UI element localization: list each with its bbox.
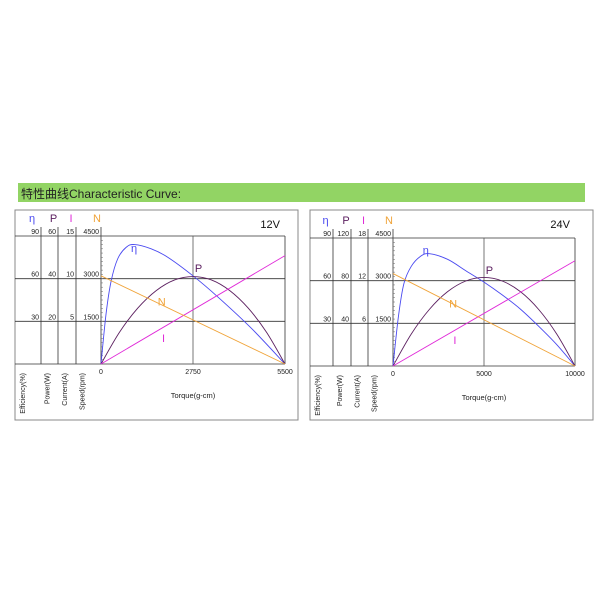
axis-symbol-N: N xyxy=(385,215,393,227)
x-tick-label: 0 xyxy=(99,369,103,376)
y-tick-label: 15 xyxy=(66,229,74,236)
y-tick-label: 3000 xyxy=(375,274,391,281)
y-tick-label: 120 xyxy=(337,231,349,238)
series-line-P xyxy=(392,277,576,367)
y-tick-label: 60 xyxy=(31,272,39,279)
axis-label: Efficiency(%) xyxy=(20,373,27,414)
voltage-label: 24V xyxy=(550,219,570,231)
series-label-N: N xyxy=(158,297,166,309)
x-tick-label: 0 xyxy=(391,371,395,378)
axis-label: Power(W) xyxy=(337,375,344,406)
series-label-I: I xyxy=(162,333,165,345)
series-line-I xyxy=(392,260,576,367)
axis-label: Speed(rpm) xyxy=(80,373,87,410)
series-line-P xyxy=(100,276,286,365)
y-tick-label: 10 xyxy=(66,272,74,279)
x-tick-label: 5500 xyxy=(277,369,293,376)
y-tick-label: 30 xyxy=(31,314,39,321)
y-tick-label: 5 xyxy=(70,314,74,321)
y-tick-label: 40 xyxy=(48,272,56,279)
axis-label: Current(A) xyxy=(355,375,362,408)
y-tick-label: 80 xyxy=(341,274,349,281)
y-tick-label: 60 xyxy=(48,229,56,236)
series-label-I: I xyxy=(453,335,456,347)
y-tick-label: 4500 xyxy=(83,229,99,236)
x-axis-label: Torque(g-cm) xyxy=(171,391,216,400)
voltage-label: 12V xyxy=(260,219,280,231)
series-label-P: P xyxy=(486,265,493,277)
section-header: 特性曲线Characteristic Curve: xyxy=(18,183,585,202)
chart-12V: η 30 60 90 Efficiency(%) P 20 40 60 Power(W) I 5 10 1… xyxy=(14,209,299,421)
axis-label: Speed(rpm) xyxy=(372,375,379,412)
axis-symbol-I: I xyxy=(69,213,72,225)
axis-symbol-η: η xyxy=(29,213,35,225)
y-tick-label: 12 xyxy=(358,274,366,281)
series-label-η: η xyxy=(423,245,429,257)
y-tick-label: 30 xyxy=(323,316,331,323)
axis-symbol-P: P xyxy=(50,213,57,225)
y-tick-label: 4500 xyxy=(375,231,391,238)
axis-symbol-P: P xyxy=(342,215,349,227)
series-line-I xyxy=(100,255,286,365)
y-tick-label: 1500 xyxy=(375,316,391,323)
section-title: 特性曲线Characteristic Curve: xyxy=(21,187,182,201)
axis-symbol-I: I xyxy=(362,215,365,227)
series-line-N xyxy=(392,273,576,367)
series-line-N xyxy=(100,275,286,365)
axis-label: Current(A) xyxy=(62,373,69,406)
y-tick-label: 18 xyxy=(358,231,366,238)
series-label-N: N xyxy=(449,299,457,311)
axis-symbol-N: N xyxy=(93,213,101,225)
y-tick-label: 60 xyxy=(323,274,331,281)
y-tick-label: 90 xyxy=(323,231,331,238)
y-tick-label: 3000 xyxy=(83,272,99,279)
axis-label: Power(W) xyxy=(45,373,52,404)
y-tick-label: 1500 xyxy=(83,314,99,321)
series-line-η xyxy=(392,253,576,367)
x-tick-label: 5000 xyxy=(476,371,492,378)
x-axis-label: Torque(g-cm) xyxy=(462,393,507,402)
chart-24V: η306090Efficiency(%)P4080120Power(W)I612… xyxy=(309,209,594,421)
chart-frame xyxy=(309,209,594,421)
x-tick-label: 2750 xyxy=(185,369,201,376)
axis-symbol-η: η xyxy=(322,215,328,227)
x-tick-label: 10000 xyxy=(565,371,585,378)
y-tick-label: 20 xyxy=(48,314,56,321)
series-label-η: η xyxy=(131,243,137,255)
series-label-P: P xyxy=(195,263,202,275)
chart-frame xyxy=(14,209,299,421)
y-tick-label: 40 xyxy=(341,316,349,323)
y-tick-label: 90 xyxy=(31,229,39,236)
series-line-η xyxy=(100,244,286,365)
y-tick-label: 6 xyxy=(362,316,366,323)
axis-label: Efficiency(%) xyxy=(315,375,322,416)
